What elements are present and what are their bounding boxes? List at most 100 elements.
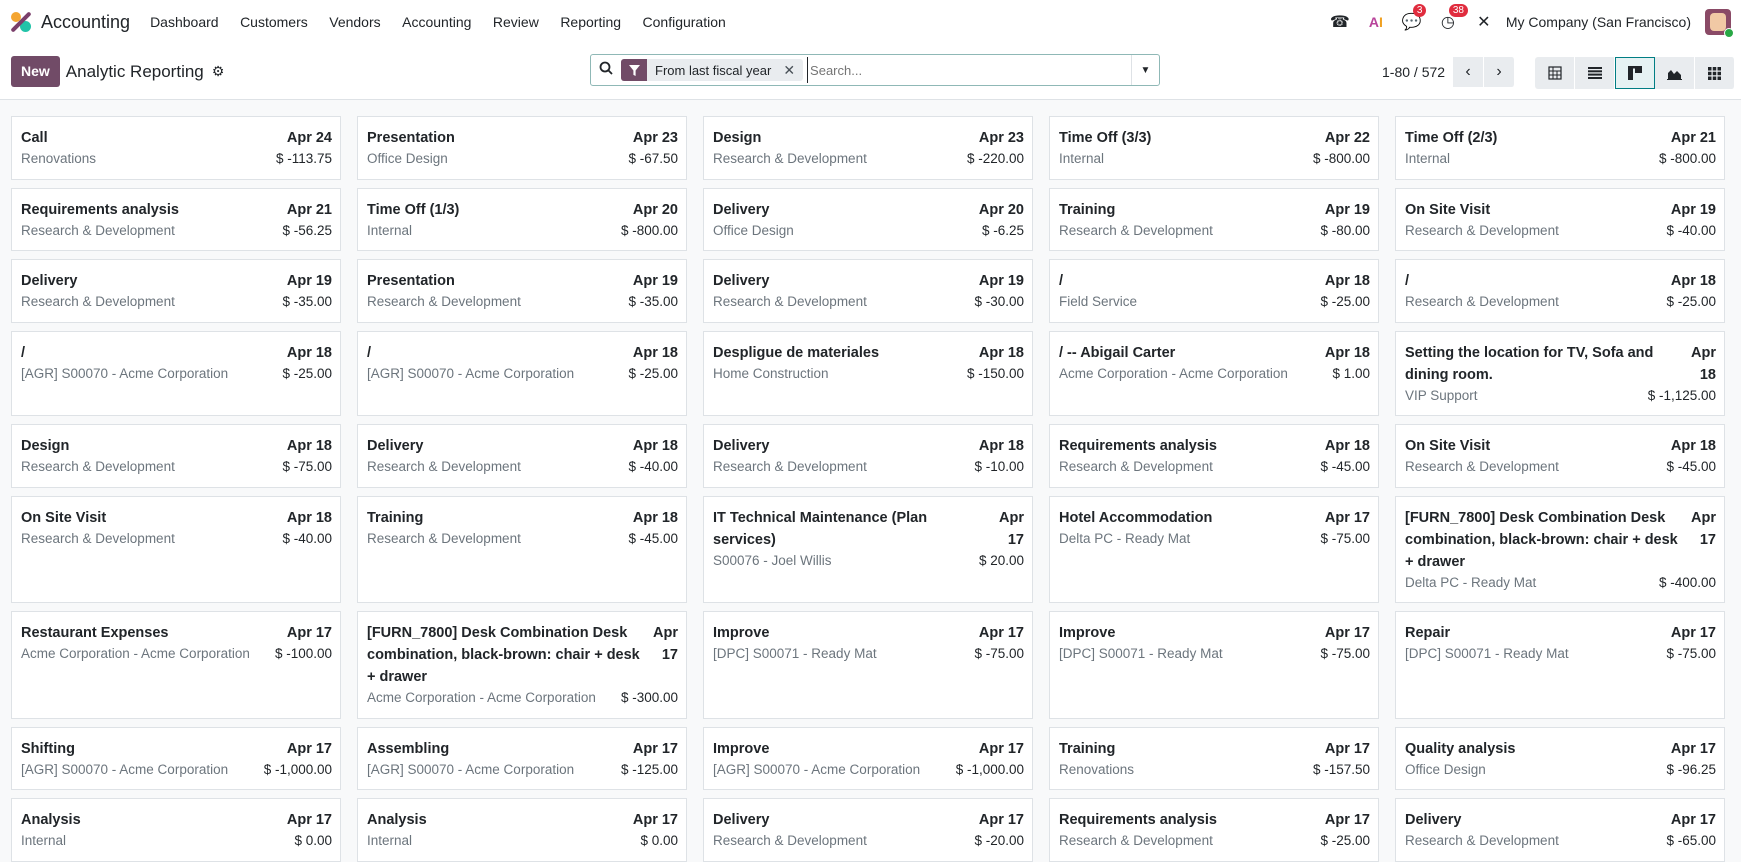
kanban-card[interactable]: Repair Apr 17 [DPC] S00071 - Ready Mat $ -7… — [1395, 611, 1725, 719]
search-options-caret-down-icon[interactable]: ▼ — [1131, 55, 1159, 85]
kanban-card[interactable]: IT Technical Maintenance (Plan services)… — [703, 495, 1033, 604]
card-title: Time Off (1/3) — [367, 201, 460, 218]
card-amount: $ -40.00 — [282, 530, 332, 546]
kanban-card[interactable]: Time Off (3/3) Apr 22 Internal $ -800.00 — [1049, 116, 1379, 180]
card-analytic-account: Research & Development — [713, 459, 867, 475]
activities-clock-icon[interactable]: ◷ 38 — [1430, 4, 1468, 32]
kanban-card[interactable]: Design Apr 23 Research & Development $ -220… — [703, 116, 1033, 180]
card-title: Shifting — [21, 740, 75, 757]
app-logo-icon[interactable] — [10, 11, 32, 33]
menu-customers[interactable]: Customers — [240, 14, 308, 30]
kanban-card[interactable]: Analysis Apr 17 Internal $ 0.00 — [357, 798, 687, 862]
kanban-card[interactable]: Delivery Apr 18 Research & Development $ -4… — [357, 424, 687, 488]
card-title: Requirements analysis — [21, 201, 179, 218]
pager-next-button[interactable]: › — [1484, 57, 1516, 87]
new-button[interactable]: New — [11, 56, 60, 87]
kanban-card[interactable]: Hotel Accommodation Apr 17 Delta PC - Read… — [1049, 495, 1379, 604]
kanban-card[interactable]: Requirements analysis Apr 18 Research & De… — [1049, 424, 1379, 488]
search-input[interactable] — [807, 57, 1131, 83]
user-avatar[interactable] — [1705, 9, 1734, 38]
menu-dashboard[interactable]: Dashboard — [150, 14, 219, 30]
menu-reporting[interactable]: Reporting — [560, 14, 622, 30]
search-icon[interactable] — [591, 61, 621, 79]
kanban-card[interactable]: Call Apr 24 Renovations $ -113.75 — [11, 116, 341, 180]
menu-accounting[interactable]: Accounting — [402, 14, 472, 30]
kanban-card[interactable]: [FURN_7800] Desk Combination Desk combin… — [1395, 495, 1725, 604]
kanban-card[interactable]: Requirements analysis Apr 21 Research & De… — [11, 187, 341, 252]
kanban-card[interactable]: Despligue de materiales Apr 18 Home Constr… — [703, 330, 1033, 417]
messages-icon[interactable]: 💬 3 — [1394, 4, 1430, 32]
card-date: Apr 18 — [632, 509, 678, 526]
pager-value[interactable]: 1-80 / 572 — [1382, 64, 1446, 80]
app-name[interactable]: Accounting — [41, 11, 131, 32]
kanban-card[interactable]: Improve Apr 17 [DPC] S00071 - Ready Mat $ -… — [1049, 611, 1379, 719]
kanban-card[interactable]: Presentation Apr 19 Research & Development… — [357, 259, 687, 323]
kanban-card[interactable]: Delivery Apr 17 Research & Development $ -2… — [703, 798, 1033, 862]
kanban-card[interactable]: / Apr 18 [AGR] S00070 - Acme Corporation $ … — [11, 330, 341, 417]
card-title: / — [21, 344, 26, 361]
kanban-card[interactable]: Delivery Apr 19 Research & Development $ -3… — [703, 259, 1033, 323]
card-date: Apr 18 — [1324, 344, 1370, 361]
card-date: Apr 18 — [286, 438, 332, 455]
card-title: Improve — [713, 740, 770, 757]
card-analytic-account: Field Service — [1059, 294, 1138, 310]
card-amount: $ -40.00 — [628, 459, 678, 475]
kanban-card[interactable]: Training Apr 17 Renovations $ -157.50 — [1049, 726, 1379, 791]
card-date: Apr 18 — [286, 344, 332, 361]
graph-view-button[interactable] — [1655, 57, 1695, 89]
kanban-card[interactable]: [FURN_7800] Desk Combination Desk combin… — [357, 611, 687, 719]
kanban-view-button[interactable] — [1615, 57, 1655, 89]
tools-icon[interactable]: ✕ — [1477, 14, 1491, 31]
kanban-card[interactable]: Improve Apr 17 [DPC] S00071 - Ready Mat $ -… — [703, 611, 1033, 719]
card-date: Apr 18 — [632, 438, 678, 455]
kanban-card[interactable]: On Site Visit Apr 19 Research & Developmen… — [1395, 187, 1725, 252]
card-analytic-account: Research & Development — [1405, 459, 1559, 475]
kanban-card[interactable]: Requirements analysis Apr 17 Research & De… — [1049, 798, 1379, 862]
kanban-card[interactable]: Training Apr 19 Research & Development $ -8… — [1049, 187, 1379, 252]
menu-review[interactable]: Review — [492, 14, 539, 30]
card-title: Requirements analysis — [1059, 812, 1217, 829]
kanban-card[interactable]: Setting the location for TV, Sofa and di… — [1395, 330, 1725, 417]
kanban-card[interactable]: Delivery Apr 19 Research & Development $ -3… — [11, 259, 341, 323]
card-amount: $ -300.00 — [620, 690, 678, 706]
list-view-button[interactable] — [1575, 57, 1615, 89]
kanban-card[interactable]: On Site Visit Apr 18 Research & Developmen… — [11, 495, 341, 604]
card-date: Apr 17 — [1670, 740, 1716, 757]
card-date: Apr 19 — [1670, 201, 1716, 218]
kanban-card[interactable]: Analysis Apr 17 Internal $ 0.00 — [11, 798, 341, 862]
company-switcher[interactable]: My Company (San Francisco) — [1505, 14, 1691, 30]
menu-configuration[interactable]: Configuration — [642, 14, 726, 30]
card-amount: $ 1.00 — [1332, 365, 1370, 381]
kanban-card[interactable]: / Apr 18 Research & Development $ -25.00 — [1395, 259, 1725, 323]
kanban-card[interactable]: Improve Apr 17 [AGR] S00070 - Acme Corpora… — [703, 726, 1033, 791]
kanban-card[interactable]: Assembling Apr 17 [AGR] S00070 - Acme Corp… — [357, 726, 687, 791]
card-amount: $ -800.00 — [1312, 151, 1370, 166]
card-date: Apr 23 — [978, 130, 1024, 146]
kanban-card[interactable]: Presentation Apr 23 Office Design $ -67.50 — [357, 116, 687, 180]
menu-vendors[interactable]: Vendors — [329, 14, 381, 30]
kanban-card[interactable]: / Apr 18 Field Service $ -25.00 — [1049, 259, 1379, 323]
pivot-view-button[interactable] — [1535, 57, 1575, 89]
remove-facet-close-icon[interactable]: ✕ — [783, 61, 796, 78]
kanban-card[interactable]: / Apr 18 [AGR] S00070 - Acme Corporation $ … — [357, 330, 687, 417]
phone-icon[interactable]: ☎ — [1329, 14, 1350, 31]
kanban-card[interactable]: Quality analysis Apr 17 Office Design $ -96… — [1395, 726, 1725, 791]
card-analytic-account: S00076 - Joel Willis — [713, 552, 832, 568]
kanban-card[interactable]: Time Off (2/3) Apr 21 Internal $ -800.00 — [1395, 116, 1725, 180]
kanban-card[interactable]: On Site Visit Apr 18 Research & Developmen… — [1395, 424, 1725, 488]
pager-previous-button[interactable]: ‹ — [1453, 57, 1485, 87]
kanban-card[interactable]: Delivery Apr 18 Research & Development $ -1… — [703, 424, 1033, 488]
card-analytic-account: [AGR] S00070 - Acme Corporation — [21, 761, 229, 777]
kanban-card[interactable]: Delivery Apr 17 Research & Development $ -6… — [1395, 798, 1725, 862]
kanban-card[interactable]: Restaurant Expenses Apr 17 Acme Corporatio… — [11, 611, 341, 719]
kanban-card[interactable]: Design Apr 18 Research & Development $ -75.… — [11, 424, 341, 488]
grid-view-button[interactable] — [1695, 57, 1735, 89]
kanban-card[interactable]: Shifting Apr 17 [AGR] S00070 - Acme Corpor… — [11, 726, 341, 791]
gear-icon[interactable]: ⚙ — [211, 63, 225, 79]
card-date: Apr 17 — [1324, 740, 1370, 757]
kanban-card[interactable]: Time Off (1/3) Apr 20 Internal $ -800.00 — [357, 187, 687, 252]
kanban-card[interactable]: Delivery Apr 20 Office Design $ -6.25 — [703, 187, 1033, 252]
kanban-card[interactable]: / -- Abigail Carter Apr 18 Acme Corporatio… — [1049, 330, 1379, 417]
kanban-card[interactable]: Training Apr 18 Research & Development $ -4… — [357, 495, 687, 604]
